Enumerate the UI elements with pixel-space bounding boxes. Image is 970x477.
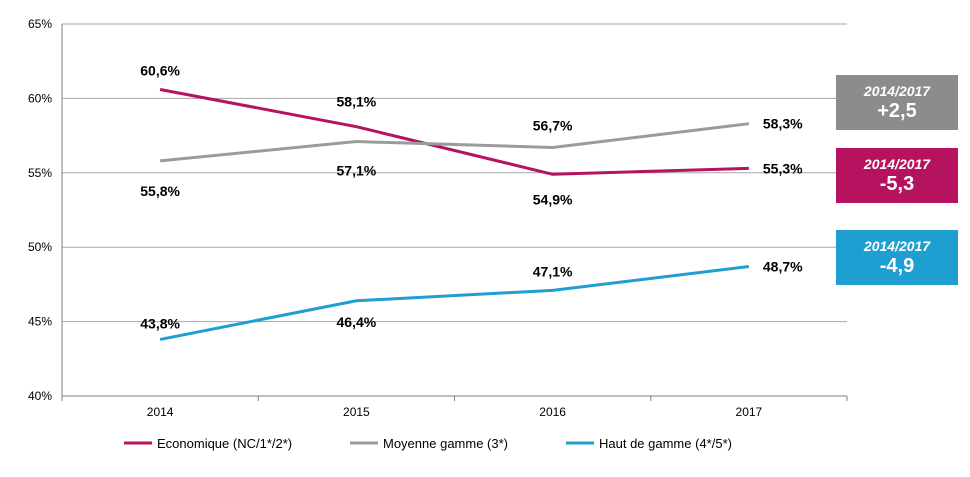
- x-tick-label: 2017: [736, 405, 763, 419]
- y-tick-label: 65%: [28, 17, 52, 31]
- data-label-haut-de-gamme: 43,8%: [140, 315, 180, 331]
- data-label-economique: 60,6%: [140, 62, 180, 78]
- data-label-moyenne-gamme: 58,3%: [763, 116, 803, 132]
- data-label-economique: 54,9%: [533, 191, 573, 207]
- series-line-economique: [159, 87, 749, 176]
- data-label-moyenne-gamme: 57,1%: [337, 163, 377, 179]
- series-line-haut-de-gamme: [159, 265, 750, 341]
- badge-period: 2014/2017: [863, 238, 931, 254]
- data-label-economique: 58,1%: [337, 94, 377, 110]
- badge-period: 2014/2017: [863, 83, 931, 99]
- data-label-moyenne-gamme: 55,8%: [140, 183, 180, 199]
- y-tick-label: 50%: [28, 240, 52, 254]
- badge-moyenne-gamme: 2014/2017 +2,5: [836, 75, 958, 130]
- y-tick-label: 60%: [28, 91, 52, 105]
- data-label-haut-de-gamme: 48,7%: [763, 259, 803, 275]
- badge-delta: +2,5: [877, 100, 917, 122]
- legend-label-haut-de-gamme: Haut de gamme (4*/5*): [599, 436, 732, 451]
- legend-label-economique: Economique (NC/1*/2*): [157, 436, 292, 451]
- data-label-haut-de-gamme: 47,1%: [533, 263, 573, 279]
- x-tick-label: 2016: [539, 405, 566, 419]
- data-label-moyenne-gamme: 56,7%: [533, 118, 573, 134]
- x-tick-label: 2014: [147, 405, 174, 419]
- legend-label-moyenne-gamme: Moyenne gamme (3*): [383, 436, 508, 451]
- data-label-haut-de-gamme: 46,4%: [337, 314, 377, 330]
- badge-haut-de-gamme: 2014/2017 -4,9: [836, 230, 958, 285]
- x-tick-label: 2015: [343, 405, 370, 419]
- series-line-moyenne-gamme: [159, 122, 750, 163]
- badge-delta: -5,3: [879, 173, 915, 195]
- data-label-economique: 55,3%: [763, 160, 803, 176]
- badge-delta: -4,9: [879, 255, 915, 277]
- y-tick-label: 55%: [28, 166, 52, 180]
- badge-economique: 2014/2017 -5,3: [836, 148, 958, 203]
- y-tick-label: 45%: [28, 315, 52, 329]
- y-tick-label: 40%: [28, 389, 52, 403]
- badge-period: 2014/2017: [863, 156, 931, 172]
